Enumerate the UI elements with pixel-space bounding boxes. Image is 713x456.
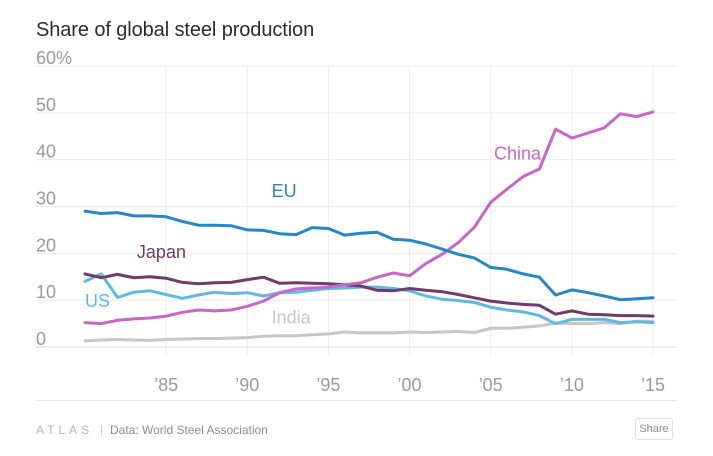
y-tick-label: 60% [36, 48, 72, 68]
x-tick-label: ’10 [560, 375, 584, 395]
series-label-india: India [272, 308, 312, 328]
x-axis: ’85 ’90 ’95 ’00 ’05 ’10 ’15 [154, 375, 665, 395]
series-line-china [83, 110, 655, 326]
x-tick-label: ’95 [316, 375, 340, 395]
x-tick-label: ’85 [154, 375, 178, 395]
y-tick-label: 30 [36, 189, 56, 209]
data-source: Data: World Steel Association [110, 423, 268, 437]
x-tick-label: ’05 [479, 375, 503, 395]
y-axis: 0 10 20 30 40 50 60% [36, 48, 72, 349]
series-label-us: US [85, 291, 110, 311]
share-button[interactable]: Share [635, 418, 673, 440]
series-line-eu [83, 209, 655, 302]
x-tick-label: ’15 [641, 375, 665, 395]
series-line-japan [83, 272, 655, 318]
atlas-logo[interactable]: ATLAS [36, 423, 94, 437]
x-tick-label: ’90 [235, 375, 259, 395]
y-tick-label: 0 [36, 329, 46, 349]
series-label-eu: EU [272, 181, 297, 201]
series-label-china: China [494, 144, 542, 164]
y-tick-label: 50 [36, 95, 56, 115]
footer-divider-line [36, 400, 677, 401]
series-line-india [83, 319, 655, 343]
x-tick-label: ’00 [398, 375, 422, 395]
footer-separator: | [100, 423, 104, 437]
y-tick-label: 40 [36, 142, 56, 162]
chart-title: Share of global steel production [36, 19, 315, 41]
series-layer [83, 110, 655, 343]
series-labels: EU China Japan US India [85, 144, 542, 328]
y-tick-label: 20 [36, 235, 56, 255]
series-label-japan: Japan [137, 242, 186, 262]
y-tick-label: 10 [36, 282, 56, 302]
